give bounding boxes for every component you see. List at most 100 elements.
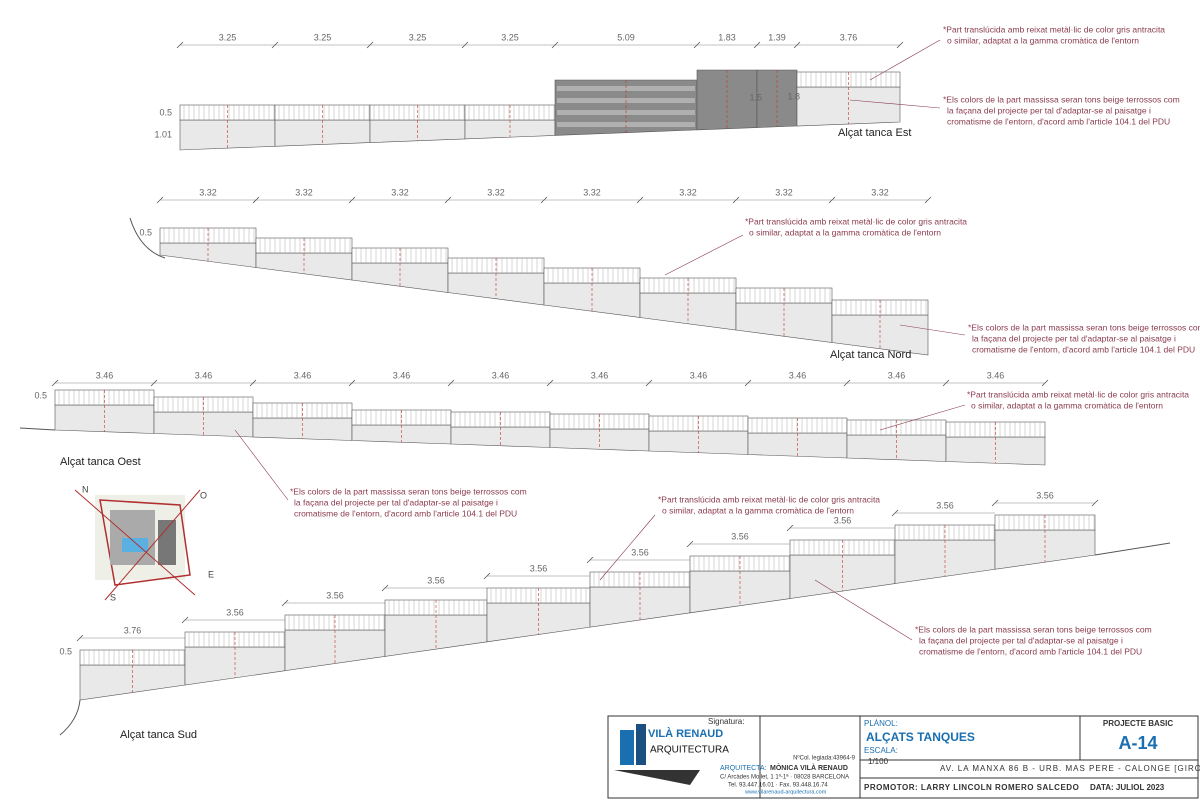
plan-label: PLÀNOL: — [864, 719, 898, 728]
scale-label: ESCALA: — [864, 746, 898, 755]
dimension: 3.32 — [295, 187, 313, 197]
dim-tick — [896, 41, 904, 49]
dim-tick — [1091, 499, 1099, 507]
firm: VILÀ RENAUD — [648, 727, 723, 740]
dimension: 3.32 — [871, 187, 889, 197]
dim-tick — [348, 196, 356, 204]
note: cromatisme de l'entorn, d'acord amb l'ar… — [947, 116, 1170, 126]
level: 0.5 — [159, 107, 172, 117]
note: *Part translúcida amb reixat metàl·lic d… — [658, 494, 880, 504]
leader — [664, 234, 744, 276]
dimension: 3.76 — [840, 32, 858, 42]
dim-tick — [924, 196, 932, 204]
dim-tick — [348, 379, 356, 387]
dim-tick — [176, 41, 184, 49]
terrain — [19, 427, 56, 431]
cladding — [557, 86, 695, 91]
dim-tick — [546, 379, 554, 387]
dimension: 3.56 — [326, 590, 344, 600]
dimension: 5.09 — [617, 32, 635, 42]
address: C/ Arcàdes Mollet, 1 1º-1ª · 08028 BARCE… — [720, 774, 849, 781]
dimension: 3.25 — [501, 32, 519, 42]
level: 1.01 — [154, 129, 172, 139]
note: la façana del projecte per tal d'adaptar… — [947, 105, 1151, 115]
wall — [54, 404, 155, 434]
leader — [869, 39, 941, 81]
college: NºCol. legiada:43964-9 — [793, 755, 856, 762]
dim-tick — [447, 379, 455, 387]
note: o similar, adaptat a la gamma cromàtica … — [947, 35, 1139, 45]
dimension: 3.76 — [124, 625, 142, 635]
dim-tick — [540, 196, 548, 204]
note: *Els colors de la part massissa seran to… — [943, 94, 1180, 104]
dim-tick — [991, 499, 999, 507]
scale: 1/100 — [868, 757, 889, 766]
dim-tick — [793, 41, 801, 49]
dimension: 3.32 — [199, 187, 217, 197]
dim-tick — [753, 41, 761, 49]
dimension: 3.46 — [987, 370, 1005, 380]
dimension: 3.56 — [631, 547, 649, 557]
dimension: 3.25 — [314, 32, 332, 42]
architect-label: ARQUITECTA: — [720, 765, 767, 772]
location-map: N O E S — [74, 484, 214, 602]
dim-tick — [636, 196, 644, 204]
dimension: 3.32 — [679, 187, 697, 197]
dim-tick — [366, 41, 374, 49]
note: o similar, adaptat a la gamma cromàtica … — [749, 227, 941, 237]
dimension: 3.56 — [834, 515, 852, 525]
dimension: 3.56 — [731, 531, 749, 541]
leader — [899, 324, 966, 336]
dimension: 3.32 — [583, 187, 601, 197]
cladding — [557, 122, 695, 127]
dimension: 3.56 — [1036, 490, 1054, 500]
sheet: A-14 — [1118, 733, 1157, 753]
dimension: 3.25 — [219, 32, 237, 42]
dimension: 3.46 — [591, 370, 609, 380]
dimension: 3.56 — [936, 500, 954, 510]
dim-tick — [51, 379, 59, 387]
dimension: 3.46 — [294, 370, 312, 380]
signature: Signatura: — [708, 717, 744, 726]
dimension: 3.46 — [492, 370, 510, 380]
dim-tick — [150, 379, 158, 387]
dim-tick — [828, 196, 836, 204]
dim-tick — [942, 379, 950, 387]
note: *Els colors de la part massissa seran to… — [968, 322, 1200, 332]
dim-tick — [843, 379, 851, 387]
note: cromatisme de l'entorn, d'acord amb l'ar… — [972, 344, 1195, 354]
dimension: 3.46 — [789, 370, 807, 380]
note: *Els colors de la part massissa seran to… — [290, 486, 527, 496]
leader — [849, 99, 941, 109]
compass: N — [82, 484, 89, 494]
dimension: 3.32 — [391, 187, 409, 197]
elevation-label: Alçat tanca Nord — [830, 349, 911, 361]
leader — [234, 429, 289, 501]
note: la façana del projecte per tal d'adaptar… — [919, 635, 1123, 645]
phase: PROJECTE BASIC — [1103, 719, 1173, 728]
elevation-label: Alçat tanca Oest — [60, 456, 141, 468]
dim-tick — [461, 41, 469, 49]
dim-tick — [891, 509, 899, 517]
leader — [599, 514, 656, 581]
level: 0.5 — [139, 227, 152, 237]
dimension: 3.56 — [427, 575, 445, 585]
dim-tick — [76, 634, 84, 642]
note: la façana del projecte per tal d'adaptar… — [972, 333, 1176, 343]
terrain — [1094, 542, 1171, 556]
dim-tick — [381, 584, 389, 592]
dim-tick — [156, 196, 164, 204]
dim-tick — [786, 524, 794, 532]
dim-tick — [551, 41, 559, 49]
terrain — [59, 699, 81, 736]
note: la façana del projecte per tal d'adaptar… — [294, 497, 498, 507]
plan: ALÇATS TANQUES — [866, 730, 975, 744]
note: o similar, adaptat a la gamma cromàtica … — [971, 400, 1163, 410]
dim-tick — [1041, 379, 1049, 387]
wall — [255, 252, 353, 281]
web: www.vilarenaud-arquitectura.com — [744, 789, 827, 795]
site: AV. LA MANXA 86 B - URB. MAS PERE - CALO… — [940, 764, 1200, 773]
dim-tick — [686, 540, 694, 548]
architect: MÒNICA VILÀ RENAUD — [770, 763, 848, 772]
dim-tick — [693, 41, 701, 49]
